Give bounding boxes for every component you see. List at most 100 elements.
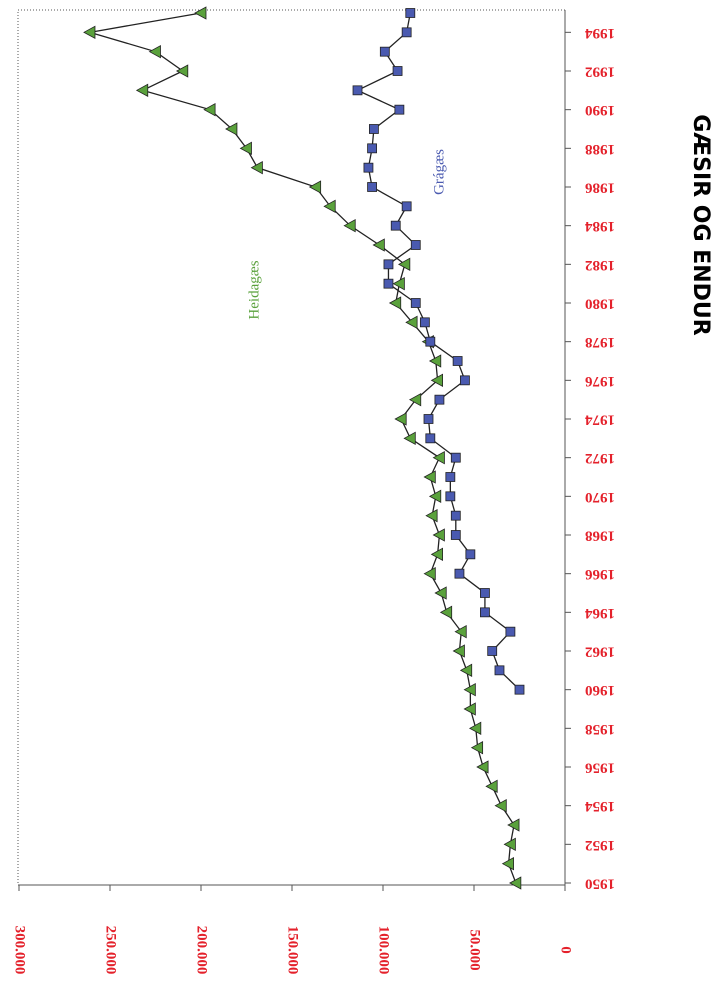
marker xyxy=(363,162,374,173)
marker xyxy=(392,276,405,291)
marker xyxy=(408,392,422,407)
marker xyxy=(425,433,436,444)
y-tick-label: 200.000 xyxy=(194,926,210,975)
x-tick-label: 1980 xyxy=(585,296,615,312)
x-tick-label: 1956 xyxy=(585,760,616,776)
marker xyxy=(428,489,442,504)
x-tick-label: 1976 xyxy=(585,373,616,389)
marker xyxy=(390,220,401,231)
marker xyxy=(383,278,394,289)
marker xyxy=(419,317,430,328)
x-tick-label: 1964 xyxy=(585,605,616,621)
marker xyxy=(434,394,445,405)
marker xyxy=(367,143,377,154)
marker xyxy=(514,684,525,695)
marker xyxy=(485,779,498,794)
y-tick-label: 100.000 xyxy=(376,926,392,975)
marker xyxy=(343,218,356,233)
x-tick-label: 1958 xyxy=(585,721,615,737)
series-line xyxy=(89,12,517,884)
x-tick-label: 1978 xyxy=(585,334,615,350)
marker xyxy=(388,296,402,310)
x-tick-label: 1972 xyxy=(585,450,615,466)
marker xyxy=(401,27,412,38)
marker xyxy=(432,450,445,465)
y-tick-label: 150.000 xyxy=(285,926,301,975)
marker xyxy=(308,180,322,194)
x-tick-label: 1968 xyxy=(585,528,615,544)
marker xyxy=(459,375,470,386)
marker xyxy=(450,510,461,521)
x-tick-label: 1970 xyxy=(585,489,615,505)
y-tick-label: 0 xyxy=(558,946,574,954)
marker xyxy=(428,354,442,368)
marker xyxy=(352,85,363,96)
marker xyxy=(454,624,467,639)
marker xyxy=(503,837,516,852)
x-tick-label: 1988 xyxy=(585,141,615,157)
chart-title: GÆSIR OG ENDUR xyxy=(688,114,713,336)
marker xyxy=(423,470,436,484)
series-label: Heidagæs xyxy=(246,260,262,319)
marker xyxy=(452,644,465,658)
x-tick-label: 1990 xyxy=(585,102,615,118)
marker xyxy=(445,472,456,482)
marker xyxy=(225,122,238,136)
x-tick-label: 1974 xyxy=(585,412,616,428)
x-tick-label: 1950 xyxy=(585,876,615,892)
marker xyxy=(423,414,434,424)
marker xyxy=(476,760,489,774)
marker xyxy=(148,44,161,59)
marker xyxy=(454,568,465,579)
marker xyxy=(459,663,473,678)
y-tick-label: 50.000 xyxy=(467,929,483,970)
marker xyxy=(505,626,516,637)
marker xyxy=(494,665,505,676)
marker xyxy=(430,373,444,388)
x-tick-label: 1984 xyxy=(585,218,616,234)
marker xyxy=(135,83,149,98)
marker xyxy=(194,6,207,20)
marker xyxy=(487,646,498,656)
marker xyxy=(323,199,336,214)
marker xyxy=(463,702,476,716)
marker xyxy=(410,298,421,308)
marker xyxy=(239,141,252,156)
y-tick-label: 250.000 xyxy=(103,926,119,975)
marker xyxy=(445,491,456,502)
marker xyxy=(480,588,490,598)
marker xyxy=(465,549,476,560)
marker xyxy=(410,240,421,250)
marker xyxy=(175,64,189,78)
marker xyxy=(507,818,520,832)
marker xyxy=(439,605,453,620)
marker xyxy=(425,508,438,523)
marker xyxy=(425,336,436,347)
marker xyxy=(509,876,522,890)
marker xyxy=(434,586,447,600)
x-tick-label: 1952 xyxy=(585,837,615,853)
marker xyxy=(403,431,416,446)
x-tick-label: 1986 xyxy=(585,180,616,196)
marker xyxy=(450,530,461,540)
marker xyxy=(405,315,418,330)
marker xyxy=(250,160,263,175)
marker xyxy=(392,66,403,76)
marker xyxy=(480,607,490,618)
marker xyxy=(452,356,463,366)
x-tick-label: 1960 xyxy=(585,682,615,698)
x-tick-label: 1954 xyxy=(585,798,616,814)
marker xyxy=(501,856,514,871)
marker xyxy=(494,798,507,813)
marker xyxy=(401,201,412,212)
marker xyxy=(394,412,407,426)
marker xyxy=(423,566,436,581)
series-label: Grágæs xyxy=(431,149,447,195)
marker xyxy=(372,238,385,252)
marker xyxy=(430,547,444,562)
marker xyxy=(405,8,416,18)
marker xyxy=(394,104,405,115)
marker xyxy=(468,721,482,736)
y-tick-label: 300.000 xyxy=(12,926,28,975)
